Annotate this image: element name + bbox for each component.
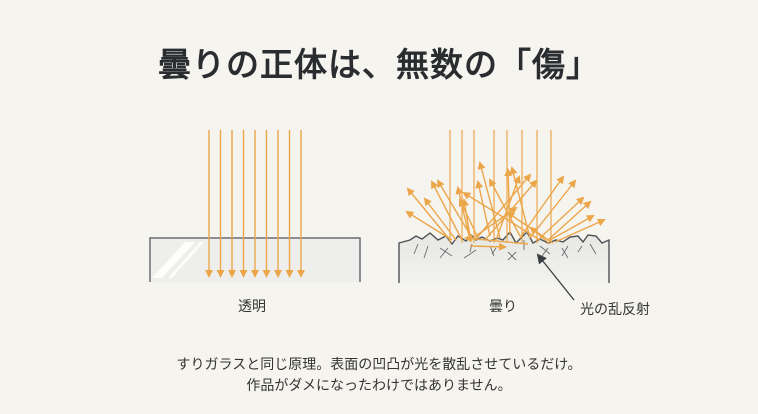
page-title: 曇りの正体は、無数の「傷」 xyxy=(158,45,600,84)
clear-label: 透明 xyxy=(238,299,266,315)
callout-arrow xyxy=(536,253,575,301)
caption-line-1: すりガラスと同じ原理。表面の凹凸が光を散乱させているだけ。 xyxy=(176,357,582,373)
scattering-callout-label: 光の乱反射 xyxy=(580,302,650,318)
surface-scratches xyxy=(413,240,597,261)
scattered-light-rays xyxy=(405,161,606,251)
fogged-label: 曇り xyxy=(489,299,517,315)
fogged-surface-panel xyxy=(398,130,610,301)
incoming-light-rays xyxy=(449,130,552,243)
incoming-light-rays xyxy=(205,130,305,278)
clear-glass-panel xyxy=(149,130,361,282)
caption-line-2: 作品がダメになったわけではありません。 xyxy=(246,378,512,394)
